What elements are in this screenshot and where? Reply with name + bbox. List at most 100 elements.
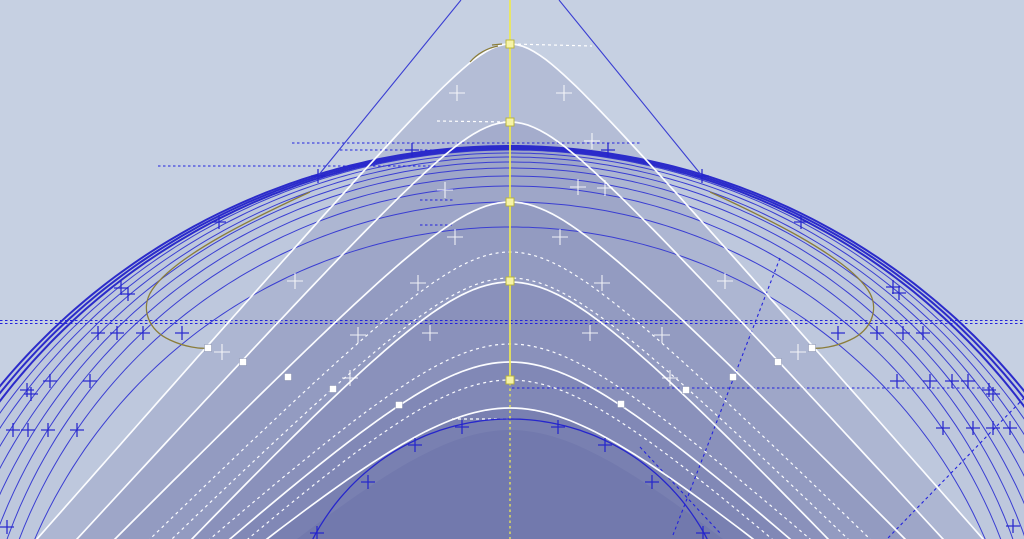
bundle-arc-3[interactable] bbox=[0, 148, 1024, 420]
blue-cross-marker-4 bbox=[121, 287, 135, 301]
blue-cross-marker-26 bbox=[24, 387, 38, 401]
yellow-handle-3[interactable] bbox=[505, 197, 515, 207]
blue-cross-marker-16 bbox=[870, 326, 884, 340]
blue-cross-marker-19 bbox=[43, 374, 57, 388]
blue-cross-marker-23 bbox=[945, 374, 959, 388]
white-handle-9[interactable] bbox=[774, 358, 782, 366]
olive-spline-2[interactable] bbox=[709, 191, 875, 349]
olive-spline-1[interactable] bbox=[145, 191, 311, 349]
blue-cross-marker-11 bbox=[91, 326, 105, 340]
blue-cross-marker-7 bbox=[311, 169, 325, 183]
white-cross-marker-17 bbox=[342, 370, 358, 386]
inner-blue-curve[interactable] bbox=[305, 418, 715, 539]
blue-cross-marker-31 bbox=[41, 423, 55, 437]
white-cross-marker-12 bbox=[717, 273, 733, 289]
yellow-handle-1[interactable] bbox=[505, 39, 515, 49]
blue-arc-3[interactable] bbox=[0, 156, 1024, 471]
blue-cross-marker-46 bbox=[1006, 519, 1020, 533]
blue-cross-marker-1 bbox=[212, 215, 226, 229]
blue-cross-marker-30 bbox=[21, 423, 35, 437]
white-cross-marker-9 bbox=[410, 275, 426, 291]
blue-cross-marker-15 bbox=[831, 326, 845, 340]
white-cross-marker-5 bbox=[584, 133, 600, 149]
white-handle-5[interactable] bbox=[395, 401, 403, 409]
white-dashed-segment-1 bbox=[511, 43, 593, 47]
bundle-arc-2[interactable] bbox=[0, 146, 1024, 412]
ring-6-curve[interactable] bbox=[0, 407, 1024, 539]
blue-arc-9[interactable] bbox=[13, 226, 1003, 539]
blue-cross-marker-43 bbox=[310, 526, 324, 539]
blue-cross-marker-38 bbox=[408, 438, 422, 452]
blue-cross-marker-2 bbox=[794, 215, 808, 229]
white-handle-10[interactable] bbox=[808, 344, 816, 352]
white-cross-marker-14 bbox=[582, 325, 598, 341]
blue-arc-5[interactable] bbox=[0, 167, 1024, 527]
white-cross-marker-4 bbox=[597, 180, 613, 196]
blue-cross-marker-10 bbox=[601, 143, 615, 157]
white-cross-marker-16 bbox=[422, 325, 438, 341]
blue-cross-marker-37 bbox=[361, 475, 375, 489]
white-cross-marker-7 bbox=[447, 229, 463, 245]
white-handle-8[interactable] bbox=[729, 373, 737, 381]
blue-cross-marker-40 bbox=[551, 420, 565, 434]
white-handle-7[interactable] bbox=[682, 386, 690, 394]
white-cross-marker-15 bbox=[654, 327, 670, 343]
blue-arc-7[interactable] bbox=[0, 185, 1024, 539]
white-cross-marker-19 bbox=[214, 344, 230, 360]
blue-cross-marker-22 bbox=[923, 374, 937, 388]
white-handle-4[interactable] bbox=[329, 385, 337, 393]
yellow-handle-2[interactable] bbox=[505, 117, 515, 127]
tangent-line-2[interactable] bbox=[558, 0, 704, 178]
white-cross-marker-6 bbox=[570, 179, 586, 195]
blue-cross-marker-8 bbox=[695, 169, 709, 183]
blue-cross-marker-34 bbox=[966, 421, 980, 435]
blue-cross-marker-44 bbox=[696, 526, 710, 539]
blue-cross-marker-45 bbox=[0, 520, 14, 534]
blue-cross-marker-32 bbox=[70, 423, 84, 437]
white-cross-marker-2 bbox=[556, 85, 572, 101]
blue-arc-6[interactable] bbox=[0, 175, 1024, 539]
white-cross-marker-10 bbox=[594, 275, 610, 291]
blue-cross-marker-42 bbox=[645, 475, 659, 489]
blue-cross-marker-18 bbox=[916, 326, 930, 340]
white-cross-marker-3 bbox=[437, 182, 453, 198]
dashed-diagonal-2[interactable] bbox=[639, 446, 721, 534]
blue-cross-marker-20 bbox=[83, 374, 97, 388]
blue-cross-marker-12 bbox=[110, 326, 124, 340]
white-handle-1[interactable] bbox=[204, 344, 212, 352]
blue-cross-marker-6 bbox=[892, 286, 906, 300]
white-cross-marker-18 bbox=[662, 370, 678, 386]
blue-cross-marker-33 bbox=[936, 421, 950, 435]
yellow-handle-4[interactable] bbox=[505, 276, 515, 286]
tangent-line-1[interactable] bbox=[316, 0, 462, 178]
olive-spline-3[interactable] bbox=[469, 45, 499, 63]
white-cross-marker-1 bbox=[449, 85, 465, 101]
blue-cross-marker-21 bbox=[890, 374, 904, 388]
blue-cross-marker-28 bbox=[986, 387, 1000, 401]
blue-arc-2[interactable] bbox=[0, 152, 1024, 450]
yellow-handle-5[interactable] bbox=[505, 375, 515, 385]
blue-cross-marker-14 bbox=[175, 326, 189, 340]
dashed-diagonal-3[interactable] bbox=[886, 397, 1024, 539]
white-handle-6[interactable] bbox=[617, 400, 625, 408]
blue-cross-marker-29 bbox=[6, 423, 20, 437]
white-handle-2[interactable] bbox=[239, 358, 247, 366]
white-handle-3[interactable] bbox=[284, 373, 292, 381]
olive-spline-4[interactable] bbox=[491, 43, 503, 46]
dashed-diagonal-1[interactable] bbox=[672, 257, 781, 536]
blue-cross-marker-35 bbox=[986, 421, 1000, 435]
blue-cross-marker-36 bbox=[1003, 421, 1017, 435]
white-cross-marker-8 bbox=[552, 229, 568, 245]
white-cross-marker-13 bbox=[350, 327, 366, 343]
blue-cross-marker-39 bbox=[455, 420, 469, 434]
blue-cross-marker-9 bbox=[405, 143, 419, 157]
blue-cross-marker-25 bbox=[20, 383, 34, 397]
blue-cross-marker-24 bbox=[961, 374, 975, 388]
blue-cross-marker-5 bbox=[886, 280, 900, 294]
white-cross-marker-20 bbox=[790, 344, 806, 360]
blue-cross-marker-41 bbox=[598, 438, 612, 452]
bundle-arc-1[interactable] bbox=[0, 145, 1024, 404]
blue-cross-marker-17 bbox=[896, 326, 910, 340]
